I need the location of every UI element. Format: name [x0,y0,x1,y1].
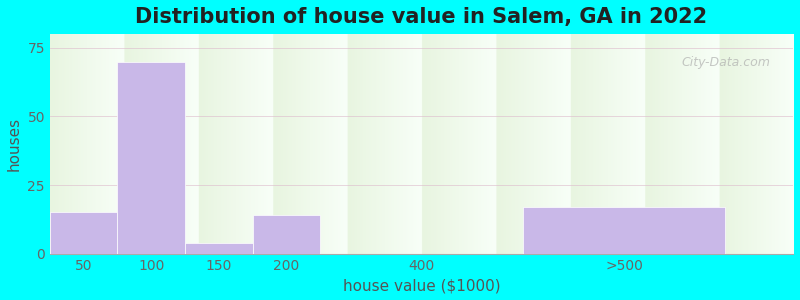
Bar [523,207,726,253]
Text: City-Data.com: City-Data.com [682,56,770,69]
Bar [118,61,185,254]
Bar [50,212,118,253]
X-axis label: house value ($1000): house value ($1000) [342,278,500,293]
Bar [185,243,253,254]
Title: Distribution of house value in Salem, GA in 2022: Distribution of house value in Salem, GA… [135,7,707,27]
Y-axis label: houses: houses [7,117,22,171]
Bar [253,215,320,254]
